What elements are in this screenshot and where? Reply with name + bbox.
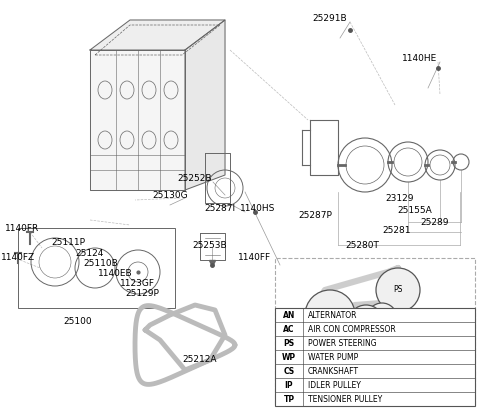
Text: IP: IP (379, 314, 385, 323)
Text: 25291B: 25291B (312, 14, 348, 23)
Text: 25287P: 25287P (298, 211, 332, 220)
Circle shape (348, 305, 384, 341)
Text: AC: AC (283, 325, 295, 333)
Text: 25287I: 25287I (204, 204, 236, 213)
Bar (18, 228, 175, 308)
Circle shape (305, 290, 355, 340)
Text: IDLER PULLEY: IDLER PULLEY (308, 381, 361, 389)
Text: 25280T: 25280T (345, 241, 379, 250)
Text: 25100: 25100 (64, 318, 92, 326)
Text: 25110B: 25110B (84, 258, 119, 267)
Text: 25281: 25281 (383, 225, 411, 234)
Text: IP: IP (374, 347, 382, 356)
Polygon shape (90, 20, 225, 50)
Circle shape (376, 268, 420, 312)
Text: 25129P: 25129P (125, 288, 159, 297)
Circle shape (380, 315, 410, 345)
Text: ALTERNATOR: ALTERNATOR (308, 311, 358, 319)
Text: 25253B: 25253B (192, 241, 228, 250)
Text: 25252B: 25252B (178, 173, 212, 183)
Text: TP: TP (283, 395, 295, 403)
Text: 25130G: 25130G (152, 190, 188, 199)
Text: CS: CS (283, 367, 295, 375)
Text: POWER STEERING: POWER STEERING (308, 339, 377, 347)
Text: PS: PS (283, 339, 295, 347)
Text: AN: AN (283, 311, 295, 319)
Text: 1140FZ: 1140FZ (1, 253, 35, 262)
Text: 25289: 25289 (421, 218, 449, 227)
Circle shape (369, 357, 411, 399)
Text: 25155A: 25155A (397, 206, 432, 215)
Text: WP: WP (282, 353, 296, 361)
Text: IP: IP (285, 381, 293, 389)
Circle shape (363, 337, 393, 367)
Text: AN: AN (389, 325, 400, 335)
Polygon shape (185, 20, 225, 190)
Text: 1140FR: 1140FR (5, 223, 39, 232)
Circle shape (325, 335, 375, 385)
Text: WATER PUMP: WATER PUMP (308, 353, 358, 361)
Text: AIR CON COMPRESSOR: AIR CON COMPRESSOR (308, 325, 396, 333)
Text: 25212A: 25212A (183, 356, 217, 365)
Text: WP: WP (324, 311, 336, 319)
Text: TP: TP (361, 318, 371, 328)
Polygon shape (90, 50, 185, 190)
Text: 1140EB: 1140EB (98, 269, 132, 279)
Text: 1140HE: 1140HE (402, 54, 438, 63)
Text: CRANKSHAFT: CRANKSHAFT (308, 367, 359, 375)
Text: PS: PS (393, 286, 403, 295)
Text: 25124: 25124 (76, 248, 104, 258)
Bar (275, 258, 475, 405)
Text: AC: AC (385, 374, 395, 382)
Text: 23129: 23129 (386, 194, 414, 203)
Text: 1123GF: 1123GF (120, 279, 155, 288)
Circle shape (367, 303, 397, 333)
Text: 1140HS: 1140HS (240, 204, 276, 213)
Text: CS: CS (345, 356, 355, 365)
Bar (275, 308, 475, 406)
Text: 25111P: 25111P (51, 237, 85, 246)
Text: 1140FF: 1140FF (239, 253, 272, 262)
Text: TENSIONER PULLEY: TENSIONER PULLEY (308, 395, 382, 403)
